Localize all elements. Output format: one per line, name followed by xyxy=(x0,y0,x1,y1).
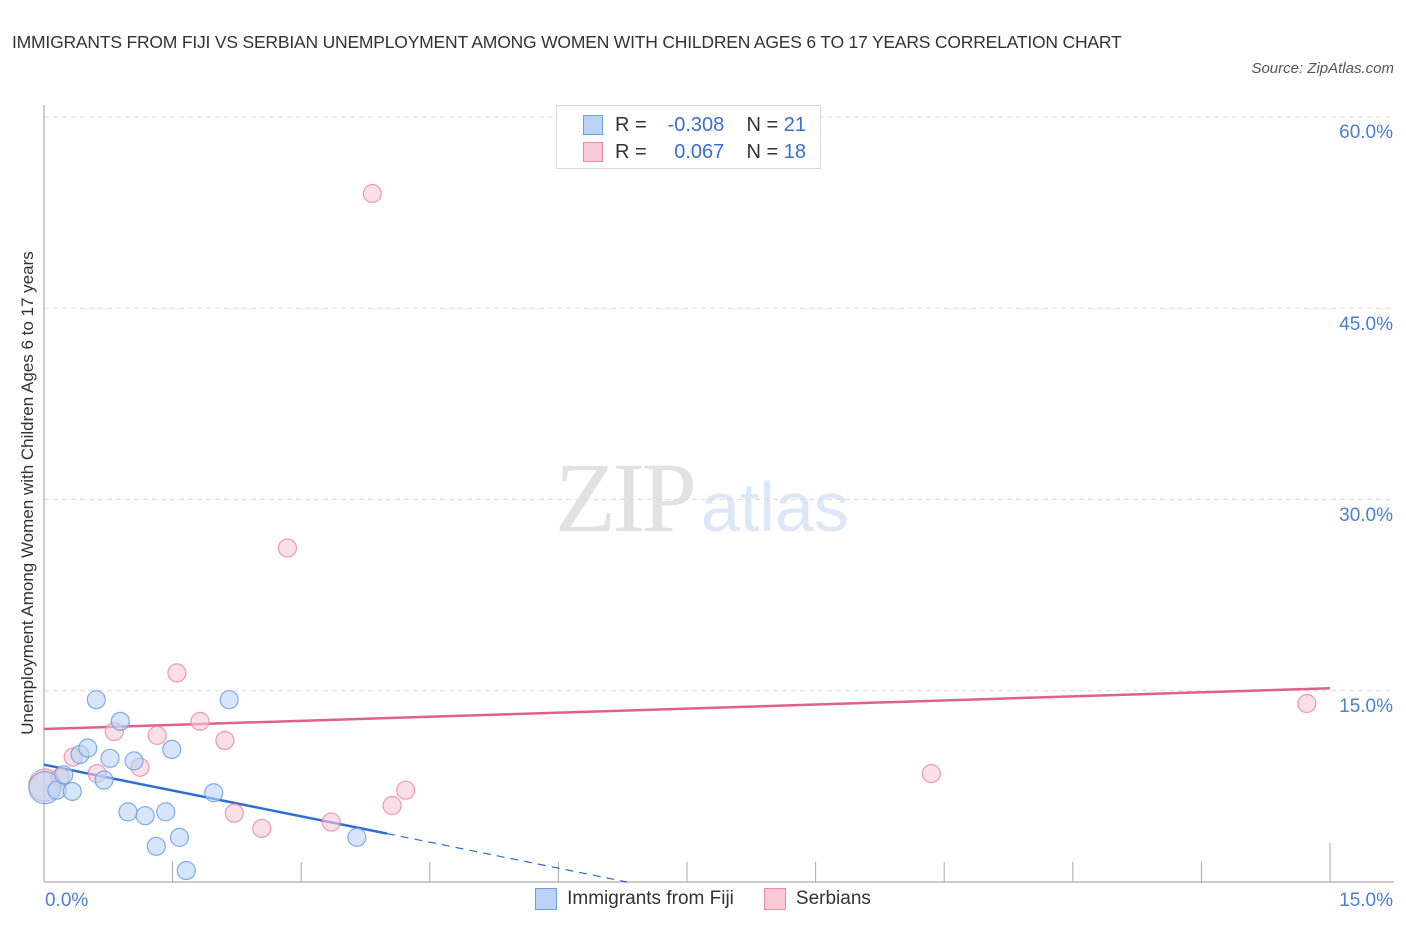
data-points xyxy=(28,183,1317,881)
r-value: 0.067 xyxy=(674,140,725,163)
axes xyxy=(43,105,1394,883)
legend-row-serbians: R = 0.067 N = 18 xyxy=(583,139,806,165)
data-point xyxy=(54,765,74,785)
source-credit: Source: ZipAtlas.com xyxy=(1251,60,1394,77)
correlation-legend: R = -0.308 N = 21 R = 0.067 N = 18 xyxy=(556,105,821,169)
chart-title: IMMIGRANTS FROM FIJI VS SERBIAN UNEMPLOY… xyxy=(12,32,1122,52)
data-point xyxy=(146,836,166,856)
data-point xyxy=(382,795,402,816)
data-point xyxy=(321,812,341,832)
n-value: 21 xyxy=(783,113,806,136)
data-point xyxy=(347,827,367,847)
serbians-swatch-icon xyxy=(583,142,603,162)
watermark-atlas: atlas xyxy=(701,468,849,546)
data-point xyxy=(252,818,272,839)
watermark: ZIP atlas xyxy=(555,440,849,555)
data-point xyxy=(176,860,196,881)
n-value: 18 xyxy=(783,140,806,163)
x-tick-15: 15.0% xyxy=(1339,890,1393,911)
data-point xyxy=(78,738,98,758)
data-point xyxy=(190,711,210,731)
fiji-swatch-icon xyxy=(583,115,603,135)
watermark-zip: ZIP xyxy=(555,442,697,553)
data-point xyxy=(100,748,120,768)
data-point xyxy=(167,663,187,683)
legend-label: Serbians xyxy=(795,888,871,909)
data-point xyxy=(204,783,224,803)
trend-lines xyxy=(43,686,1331,883)
legend-label: Immigrants from Fiji xyxy=(567,888,734,909)
r-value: -0.308 xyxy=(667,113,725,136)
data-point xyxy=(224,803,244,823)
data-point xyxy=(162,739,182,760)
data-point xyxy=(215,730,235,751)
legend-row-fiji: R = -0.308 N = 21 xyxy=(583,112,806,138)
data-point xyxy=(396,780,416,800)
data-point xyxy=(135,806,155,826)
data-point xyxy=(86,690,106,710)
trend-line-extrapolated xyxy=(386,832,628,883)
data-point xyxy=(277,538,298,558)
data-point xyxy=(156,802,176,822)
data-point xyxy=(118,802,138,822)
data-point xyxy=(219,690,239,710)
fiji-swatch-icon xyxy=(535,888,558,910)
y-axis-label: Unemployment Among Women with Children A… xyxy=(18,251,37,735)
n-label: N = xyxy=(746,140,779,163)
data-point xyxy=(362,183,382,204)
data-point xyxy=(62,781,82,802)
x-tick-0: 0.0% xyxy=(45,890,89,911)
y-tick-15: 15.0% xyxy=(1339,696,1393,717)
y-tick-30: 30.0% xyxy=(1339,505,1393,526)
data-point xyxy=(110,711,130,731)
data-point xyxy=(169,827,190,847)
data-point xyxy=(1297,693,1317,714)
data-point xyxy=(124,751,144,771)
r-label: R = xyxy=(615,140,647,163)
n-label: N = xyxy=(746,113,779,136)
serbians-swatch-icon xyxy=(763,888,786,910)
data-point xyxy=(94,770,114,790)
trend-line xyxy=(43,686,1331,731)
series-legend: Immigrants from Fiji Serbians xyxy=(0,888,1406,910)
y-tick-60: 60.0% xyxy=(1339,122,1393,143)
gridlines xyxy=(44,116,1394,692)
legend-item-serbians[interactable]: Serbians xyxy=(763,888,871,910)
r-label: R = xyxy=(615,113,647,136)
y-tick-45: 45.0% xyxy=(1339,314,1393,335)
data-point xyxy=(147,725,167,745)
data-point xyxy=(921,764,941,784)
legend-item-fiji[interactable]: Immigrants from Fiji xyxy=(535,888,734,910)
